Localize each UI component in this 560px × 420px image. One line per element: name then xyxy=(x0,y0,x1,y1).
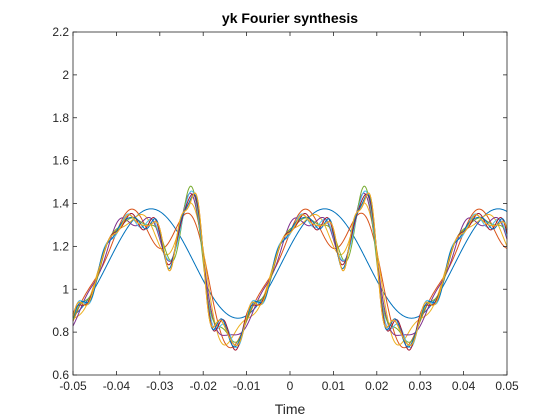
series-line-4 xyxy=(72,192,508,336)
y-tick-label: 0.6 xyxy=(52,368,69,382)
chart-title: yk Fourier synthesis xyxy=(222,10,358,26)
x-tick-label: 0.01 xyxy=(322,379,346,393)
y-axis: 0.6 0.8 1 1.2 1.4 1.6 1.8 2 2.2 xyxy=(52,25,507,382)
y-tick-label: 2.2 xyxy=(52,25,69,39)
x-axis-label: Time xyxy=(275,401,306,417)
x-tick-label: 0 xyxy=(287,379,294,393)
x-tick-label: -0.05 xyxy=(59,379,87,393)
series-line-5 xyxy=(72,185,508,343)
x-tick-label: 0.02 xyxy=(365,379,389,393)
x-tick-label: -0.03 xyxy=(146,379,174,393)
y-tick-label: 2 xyxy=(62,68,69,82)
plot-frame xyxy=(72,31,508,376)
series-line-7 xyxy=(72,193,508,351)
y-tick-label: 1.2 xyxy=(52,239,69,253)
plot-lines xyxy=(72,185,508,351)
x-tick-label: 0.05 xyxy=(495,379,519,393)
series-line-8 xyxy=(72,193,508,348)
x-tick-label: -0.01 xyxy=(233,379,261,393)
x-axis: -0.05 -0.04 -0.03 -0.02 -0.01 0 0.01 0.02 0.03 0.… xyxy=(59,32,519,393)
x-tick-label: 0.04 xyxy=(452,379,476,393)
x-tick-label: -0.04 xyxy=(103,379,131,393)
y-tick-label: 1.6 xyxy=(52,154,69,168)
series-line-10 xyxy=(72,192,508,347)
y-tick-label: 1.8 xyxy=(52,111,69,125)
y-tick-label: 1.4 xyxy=(52,197,69,211)
y-tick-label: 1 xyxy=(62,282,69,296)
series-line-1 xyxy=(72,208,508,319)
y-tick-label: 0.8 xyxy=(52,325,69,339)
x-tick-label: -0.02 xyxy=(190,379,218,393)
x-tick-label: 0.03 xyxy=(409,379,433,393)
